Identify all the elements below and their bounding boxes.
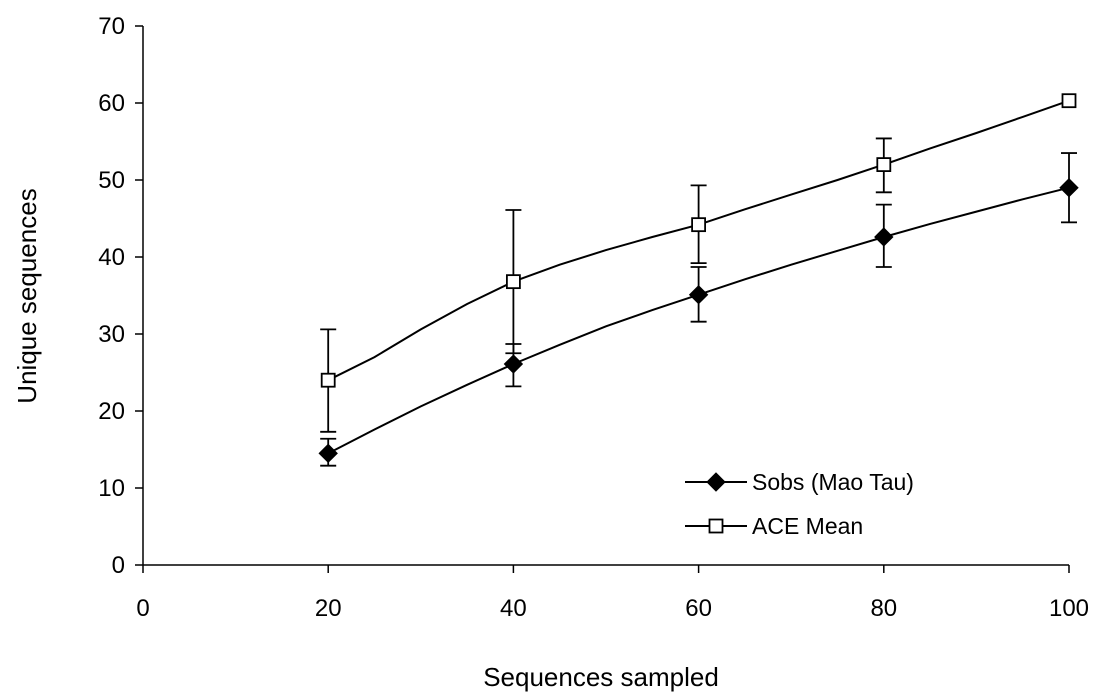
y-tick-label: 10: [98, 475, 125, 502]
y-tick-label: 50: [98, 167, 125, 194]
data-point: [503, 354, 524, 374]
y-tick-label: 30: [98, 321, 125, 348]
data-point: [876, 157, 892, 173]
series-ace-mean: [320, 93, 1077, 433]
data-point: [320, 372, 336, 388]
legend-item-ace-mean: ACE Mean: [685, 513, 863, 539]
x-tick-label: 60: [685, 595, 712, 622]
series-layer: [318, 93, 1079, 467]
y-tick-label: 40: [98, 244, 125, 271]
x-tick-label: 20: [315, 595, 342, 622]
y-tick-label: 60: [98, 90, 125, 117]
data-point: [318, 443, 338, 464]
x-tick-label: 40: [500, 595, 527, 622]
y-tick-label: 20: [98, 398, 125, 425]
x-tick-label: 80: [870, 595, 897, 622]
x-axis-title: Sequences sampled: [483, 662, 719, 692]
y-tick-label: 0: [112, 552, 125, 579]
y-tick-label: 70: [98, 13, 125, 40]
series-sobs: [318, 152, 1079, 467]
x-tick-label: 0: [136, 595, 149, 622]
data-point: [1059, 177, 1079, 198]
legend-label: Sobs (Mao Tau): [752, 469, 914, 495]
data-point: [691, 217, 706, 233]
data-point: [874, 227, 894, 247]
data-point: [505, 274, 521, 290]
data-point: [688, 285, 709, 305]
data-point: [1061, 93, 1077, 109]
legend-marker: [706, 472, 726, 492]
axes: 0 10 20 30 40 50 60 70 0 20 40 60 80 100: [98, 13, 1089, 622]
legend-item-sobs: Sobs (Mao Tau): [685, 469, 914, 495]
legend-marker: [708, 518, 724, 534]
x-tick-label: 100: [1049, 595, 1089, 622]
y-axis-title: Unique sequences: [12, 188, 42, 403]
legend-label: ACE Mean: [752, 513, 863, 539]
legend: Sobs (Mao Tau) ACE Mean: [685, 469, 914, 539]
